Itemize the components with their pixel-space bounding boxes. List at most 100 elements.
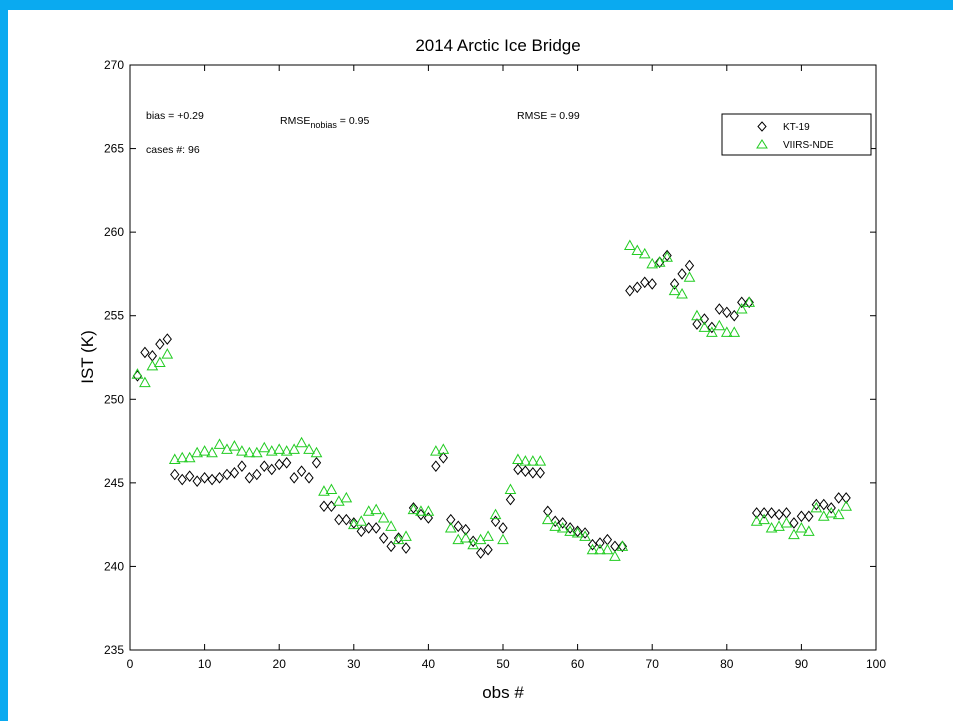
kt19-point xyxy=(282,456,292,469)
viirs-point xyxy=(318,485,330,496)
chart-title: 2014 Arctic Ice Bridge xyxy=(415,36,580,55)
legend-box xyxy=(721,113,872,156)
kt19-point xyxy=(699,313,710,325)
kt19-point xyxy=(602,533,613,546)
kt19-point xyxy=(841,492,851,504)
cases-annotation: cases #: 96 xyxy=(146,144,200,156)
kt19-point xyxy=(505,493,516,506)
x-tick-label: 90 xyxy=(795,657,809,671)
viirs-point xyxy=(758,513,770,525)
kt19-point xyxy=(744,296,754,309)
rmse-nobias-prefix: RMSE xyxy=(280,115,310,127)
viirs-point xyxy=(795,521,808,533)
viirs-point xyxy=(400,530,412,541)
kt19-point xyxy=(162,333,172,345)
viirs-point xyxy=(512,453,524,464)
viirs-point xyxy=(325,483,338,495)
viirs-point xyxy=(668,284,681,296)
kt19-point xyxy=(349,517,359,529)
x-tick-label: 10 xyxy=(198,657,212,671)
legend-label-kt19: KT-19 xyxy=(783,122,810,133)
y-tick-label: 245 xyxy=(104,476,124,490)
viirs-point xyxy=(295,436,308,448)
viirs-point xyxy=(273,443,286,454)
viirs-point xyxy=(653,256,666,267)
viirs-point xyxy=(288,443,300,454)
viirs-point xyxy=(250,446,263,458)
kt19-point xyxy=(587,538,598,551)
kt19-point xyxy=(341,513,351,526)
kt19-point xyxy=(326,500,337,513)
viirs-point xyxy=(303,443,315,454)
kt19-point xyxy=(214,472,225,484)
kt19-point xyxy=(766,507,777,519)
viirs-point xyxy=(347,518,360,530)
viirs-point xyxy=(362,505,375,516)
viirs-point xyxy=(407,503,420,515)
kt19-point xyxy=(796,510,807,523)
viirs-point xyxy=(310,446,323,458)
viirs-point xyxy=(601,543,614,555)
viirs-point xyxy=(803,525,815,536)
viirs-point xyxy=(586,543,599,555)
figure-panel: 2014 Arctic Ice Bridge 0 10 20 30 40 50 60 70 80… xyxy=(8,10,953,721)
kt19-point xyxy=(826,502,836,514)
rmse-nobias-value: = 0.95 xyxy=(337,115,370,127)
kt19-point xyxy=(625,284,635,297)
viirs-point xyxy=(519,455,532,466)
kt19-point xyxy=(311,456,322,469)
x-tick-label: 30 xyxy=(347,657,361,671)
viirs-point xyxy=(676,287,688,299)
viirs-point xyxy=(840,500,853,511)
viirs-point xyxy=(228,440,241,451)
viirs-point xyxy=(340,491,353,503)
viirs-point xyxy=(497,533,509,545)
viirs-point xyxy=(489,508,502,520)
viirs-point xyxy=(168,453,181,464)
viirs-point xyxy=(720,326,733,337)
kt19-point xyxy=(647,278,657,290)
viirs-point xyxy=(236,445,248,456)
viirs-point xyxy=(146,359,159,371)
viirs-point xyxy=(556,521,569,533)
kt19-point xyxy=(535,467,545,479)
viirs-point xyxy=(691,309,703,321)
y-tick-label: 250 xyxy=(104,392,124,406)
viirs-point xyxy=(549,520,562,531)
series-1 xyxy=(131,239,853,561)
kt19-point xyxy=(222,468,232,481)
viirs-point xyxy=(183,451,196,463)
viirs-point xyxy=(198,445,211,456)
viirs-point xyxy=(623,239,636,251)
x-tick-label: 0 xyxy=(127,657,134,671)
kt19-point xyxy=(304,472,314,484)
kt19-point xyxy=(819,498,829,511)
viirs-point xyxy=(131,368,144,379)
viirs-point xyxy=(430,445,442,456)
kt19-point xyxy=(274,458,284,471)
viirs-point xyxy=(541,513,554,525)
kt19-point xyxy=(401,542,411,554)
viirs-point xyxy=(206,446,218,458)
kt19-point xyxy=(259,460,269,472)
kt19-point xyxy=(386,540,396,553)
x-tick-label: 60 xyxy=(571,657,585,671)
viirs-point xyxy=(139,376,151,388)
y-tick-label: 260 xyxy=(104,225,124,239)
viirs-point xyxy=(534,455,547,466)
viirs-point xyxy=(385,520,397,531)
viirs-point xyxy=(594,543,606,555)
kt19-point xyxy=(580,527,590,539)
kt19-point xyxy=(319,500,329,513)
scatter-plot: 2014 Arctic Ice Bridge 0 10 20 30 40 50 60 70 80… xyxy=(78,36,886,702)
viirs-point xyxy=(161,348,174,359)
kt19-point xyxy=(751,507,762,519)
kt19-point xyxy=(237,460,247,472)
kt19-point xyxy=(438,451,448,464)
kt19-point xyxy=(468,535,478,548)
kt19-point xyxy=(483,543,493,556)
viirs-point xyxy=(377,511,390,523)
x-tick-label: 20 xyxy=(273,657,287,671)
viirs-point xyxy=(564,525,576,536)
x-tick-label: 50 xyxy=(496,657,510,671)
